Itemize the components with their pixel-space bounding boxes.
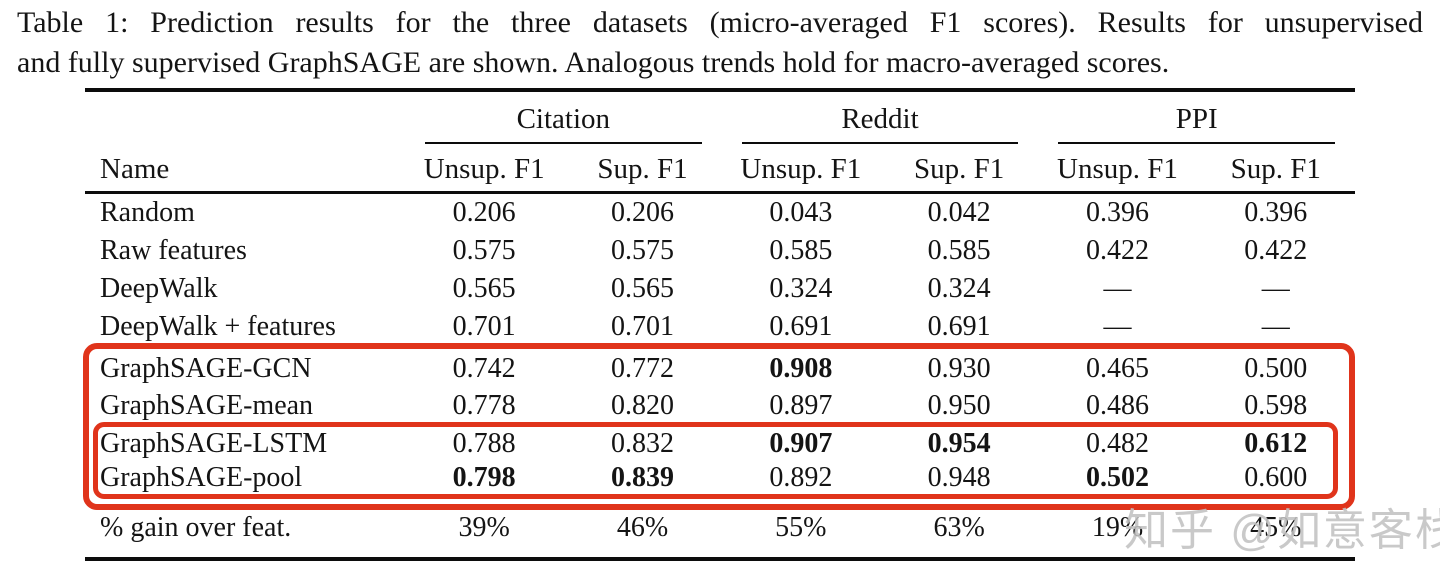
cell-value-best: 0.907: [769, 428, 833, 459]
group-header-reddit: Reddit: [722, 96, 1039, 144]
cmidrule-reddit: [741, 142, 1019, 144]
row-name: Random: [100, 197, 195, 228]
cell-value: 0.396: [1085, 197, 1149, 228]
caption-line-2: and fully supervised GraphSAGE are shown…: [17, 46, 1170, 79]
group-header-ppi: PPI: [1038, 96, 1355, 144]
cell-value: —: [1103, 273, 1132, 304]
cell-value: 0.486: [1085, 390, 1149, 421]
cell-value: 0.043: [769, 197, 833, 228]
row-name: DeepWalk: [100, 273, 218, 304]
cell-value: 0.701: [452, 311, 516, 342]
cell-value-best: 0.612: [1244, 428, 1308, 459]
cell-value: —: [1103, 311, 1132, 342]
table-rule-under-header: [85, 191, 1355, 194]
cell-value: 0.598: [1244, 390, 1308, 421]
caption-line-1: Table 1: Prediction results for the thre…: [17, 6, 1423, 39]
cell-value: 0.042: [927, 197, 991, 228]
cell-value: 0.897: [769, 390, 833, 421]
cell-value: 63%: [933, 512, 985, 543]
cell-value: 0.422: [1244, 235, 1308, 266]
row-name: GraphSAGE-mean: [100, 390, 314, 421]
cell-value: 39%: [458, 512, 510, 543]
cell-value: 19%: [1091, 512, 1144, 543]
column-header-citation-unsup: Unsup. F1: [423, 152, 545, 185]
column-header-citation-sup: Sup. F1: [597, 152, 688, 185]
cell-value: 0.788: [452, 428, 516, 459]
cell-value: —: [1261, 311, 1290, 342]
cell-value-best: 0.908: [769, 353, 833, 384]
cell-value: 0.575: [610, 235, 674, 266]
cell-value: 0.778: [452, 390, 516, 421]
group-label-reddit: Reddit: [841, 103, 919, 135]
cell-value: 0.206: [452, 197, 516, 228]
cell-value: 0.465: [1085, 353, 1149, 384]
table-row-raw-features: Raw features 0.575 0.575 0.585 0.585 0.4…: [85, 232, 1355, 270]
cell-value-best: 0.954: [927, 428, 991, 459]
cell-value-best: 0.502: [1085, 462, 1149, 493]
table-column-header-row: Name Unsup. F1 Sup. F1 Unsup. F1 Sup. F1…: [85, 148, 1355, 190]
cell-value: 0.930: [927, 353, 991, 384]
cell-value: 0.820: [610, 390, 674, 421]
row-name: GraphSAGE-LSTM: [100, 428, 328, 459]
cell-value: 0.691: [927, 311, 991, 342]
cmidrule-ppi: [1058, 142, 1335, 144]
cell-value: —: [1261, 273, 1290, 304]
table-row-random: Random 0.206 0.206 0.043 0.042 0.396 0.3…: [85, 194, 1355, 232]
row-name: GraphSAGE-pool: [100, 462, 303, 493]
table-row-graphsage-mean: GraphSAGE-mean 0.778 0.820 0.897 0.950 0…: [85, 387, 1355, 425]
cell-value: 0.565: [452, 273, 516, 304]
cell-value-best: 0.839: [610, 462, 674, 493]
table-row-graphsage-lstm: GraphSAGE-LSTM 0.788 0.832 0.907 0.954 0…: [85, 425, 1355, 463]
cell-value: 0.772: [610, 353, 674, 384]
cell-value: 0.324: [769, 273, 833, 304]
row-name: Raw features: [100, 235, 247, 266]
group-label-citation: Citation: [516, 103, 611, 135]
cell-value: 0.482: [1085, 428, 1149, 459]
table-caption: Table 1: Prediction results for the thre…: [17, 3, 1423, 83]
group-label-ppi: PPI: [1175, 103, 1218, 135]
row-name: GraphSAGE-GCN: [100, 353, 312, 384]
table-row-graphsage-gcn: GraphSAGE-GCN 0.742 0.772 0.908 0.930 0.…: [85, 350, 1355, 388]
cell-value: 0.742: [452, 353, 516, 384]
cell-value: 0.575: [452, 235, 516, 266]
cell-value: 0.701: [610, 311, 674, 342]
group-header-citation: Citation: [405, 96, 722, 144]
cell-value: 0.422: [1085, 235, 1149, 266]
row-name: DeepWalk + features: [100, 311, 336, 342]
column-header-reddit-unsup: Unsup. F1: [740, 152, 862, 185]
cmidrule-citation: [425, 142, 702, 144]
cell-value: 0.396: [1244, 197, 1308, 228]
cell-value: 55%: [775, 512, 827, 543]
cell-value: 0.565: [610, 273, 674, 304]
cell-value: 0.600: [1244, 462, 1308, 493]
cell-value: 45%: [1250, 512, 1302, 543]
cell-value: 0.832: [610, 428, 674, 459]
cell-value: 0.950: [927, 390, 991, 421]
table-rule-top: [85, 88, 1355, 92]
column-header-name: Name: [100, 152, 170, 185]
cell-value: 0.585: [927, 235, 991, 266]
table-row-deepwalk: DeepWalk 0.565 0.565 0.324 0.324 — —: [85, 270, 1355, 308]
table-group-header-row: Citation Reddit PPI: [85, 96, 1355, 144]
table-row-gain: % gain over feat. 39% 46% 55% 63% 19% 45…: [85, 505, 1355, 551]
cell-value: 0.324: [927, 273, 991, 304]
cell-value: 46%: [616, 512, 669, 543]
row-name: % gain over feat.: [100, 512, 292, 543]
cell-value: 0.585: [769, 235, 833, 266]
table-rule-bottom: [85, 557, 1355, 561]
cell-value-best: 0.798: [452, 462, 516, 493]
column-header-reddit-sup: Sup. F1: [914, 152, 1005, 185]
column-header-ppi-sup: Sup. F1: [1230, 152, 1321, 185]
cell-value: 0.691: [769, 311, 833, 342]
cell-value: 0.948: [927, 462, 991, 493]
table-row-deepwalk-features: DeepWalk + features 0.701 0.701 0.691 0.…: [85, 308, 1355, 346]
group-header-spacer: [85, 96, 405, 144]
zhihu-watermark: 知乎 @如意客栈: [1124, 506, 1440, 555]
table-row-graphsage-pool: GraphSAGE-pool 0.798 0.839 0.892 0.948 0…: [85, 459, 1355, 497]
cell-value: 0.206: [610, 197, 674, 228]
cell-value: 0.892: [769, 462, 833, 493]
column-header-ppi-unsup: Unsup. F1: [1057, 152, 1178, 185]
cell-value: 0.500: [1244, 353, 1308, 384]
